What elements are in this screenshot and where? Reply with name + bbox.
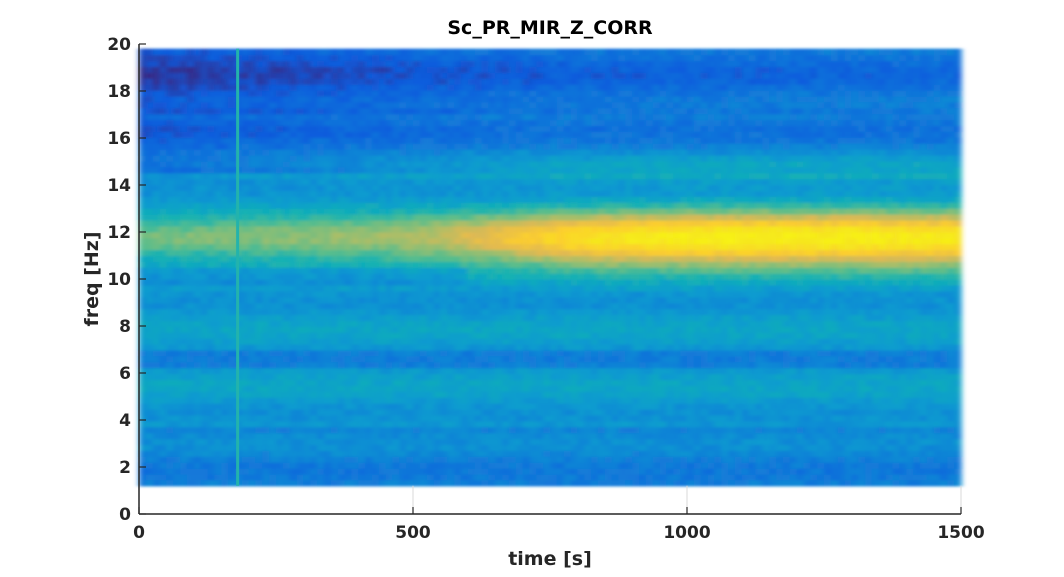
x-axis-title: time [s] xyxy=(508,548,592,570)
y-tick-label: 2 xyxy=(119,458,131,478)
x-tick-label: 500 xyxy=(395,523,431,543)
y-tick-label: 14 xyxy=(107,176,131,196)
y-tick-label: 8 xyxy=(119,317,131,337)
y-tick-label: 20 xyxy=(107,35,131,55)
y-tick-label: 6 xyxy=(119,364,131,384)
x-tick-label: 1500 xyxy=(937,523,984,543)
y-tick-label: 12 xyxy=(107,223,131,243)
y-tick-label: 10 xyxy=(107,270,131,290)
chart-title: Sc_PR_MIR_Z_CORR xyxy=(447,17,653,39)
axes: 0 500 1000 1500 0 2 4 6 8 10 12 14 16 18 20 xyxy=(107,35,984,543)
heatmap-cells xyxy=(139,48,962,487)
y-axis-title: freq [Hz] xyxy=(81,231,103,326)
plot-area xyxy=(139,48,962,487)
artifact-line xyxy=(236,48,240,486)
y-tick-label: 0 xyxy=(119,505,131,525)
x-tick-label: 0 xyxy=(133,523,145,543)
y-tick-label: 18 xyxy=(107,82,131,102)
y-tick-label: 16 xyxy=(107,129,131,149)
x-tick-label: 1000 xyxy=(663,523,710,543)
y-tick-label: 4 xyxy=(119,411,131,431)
